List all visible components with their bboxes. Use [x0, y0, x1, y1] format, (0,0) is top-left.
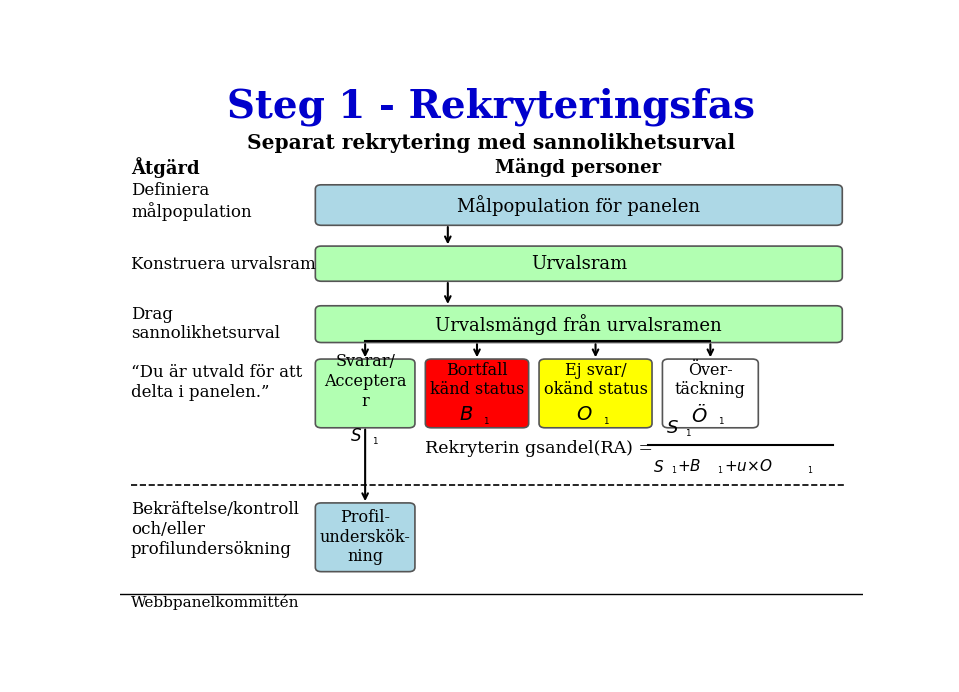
FancyBboxPatch shape: [316, 359, 415, 428]
Text: Över-
täckning: Över- täckning: [675, 362, 746, 399]
Text: Drag
sannolikhetsurval: Drag sannolikhetsurval: [131, 306, 280, 342]
Text: Bortfall
känd status: Bortfall känd status: [430, 362, 525, 399]
Text: Urvalsmängd från urvalsramen: Urvalsmängd från urvalsramen: [435, 313, 722, 335]
FancyBboxPatch shape: [316, 185, 842, 226]
Text: $S$: $S$: [350, 428, 363, 445]
Text: Definiera
målpopulation: Definiera målpopulation: [131, 182, 251, 221]
Text: $_1$: $_1$: [670, 464, 677, 477]
FancyBboxPatch shape: [539, 359, 652, 428]
Text: Svarar/
Acceptera
r: Svarar/ Acceptera r: [324, 354, 407, 410]
Text: Konstruera urvalsram: Konstruera urvalsram: [131, 256, 316, 273]
Text: Rekryterin gsandel(RA) =: Rekryterin gsandel(RA) =: [425, 439, 652, 457]
Text: $B$: $B$: [458, 406, 473, 424]
Text: $+ B$: $+ B$: [677, 457, 702, 473]
Text: $S$: $S$: [667, 419, 679, 437]
Text: $_1$: $_1$: [807, 464, 813, 477]
FancyBboxPatch shape: [316, 246, 842, 281]
Text: Separat rekrytering med sannolikhetsurval: Separat rekrytering med sannolikhetsurva…: [247, 133, 736, 153]
Text: $O$: $O$: [576, 406, 593, 424]
Text: $_1$: $_1$: [603, 414, 610, 426]
Text: Urvalsram: Urvalsram: [530, 255, 627, 273]
FancyBboxPatch shape: [426, 359, 528, 428]
FancyBboxPatch shape: [316, 306, 842, 343]
Text: “Du är utvald för att
delta i panelen.”: “Du är utvald för att delta i panelen.”: [131, 364, 302, 401]
Text: $S$: $S$: [653, 459, 664, 475]
Text: $_1$: $_1$: [686, 426, 692, 439]
Text: Mängd personer: Mängd personer: [496, 158, 662, 176]
Text: $_1$: $_1$: [716, 464, 723, 477]
Text: $+ u × O$: $+ u × O$: [724, 457, 773, 473]
Text: $_1$: $_1$: [718, 414, 725, 426]
Text: Profil-
underskök-
ning: Profil- underskök- ning: [319, 509, 410, 565]
FancyBboxPatch shape: [663, 359, 759, 428]
Text: Webbpanelkommittén: Webbpanelkommittén: [131, 595, 299, 610]
Text: Bekräftelse/kontroll
och/eller
profilundersökning: Bekräftelse/kontroll och/eller profilund…: [131, 502, 299, 558]
Text: $_1$: $_1$: [372, 434, 379, 446]
Text: Målpopulation för panelen: Målpopulation för panelen: [457, 194, 700, 215]
Text: $Ö$: $Ö$: [690, 403, 708, 426]
Text: $_1$: $_1$: [483, 414, 490, 426]
Text: Åtgärd: Åtgärd: [131, 157, 199, 178]
FancyBboxPatch shape: [316, 503, 415, 572]
Text: Steg 1 - Rekryteringsfas: Steg 1 - Rekryteringsfas: [227, 88, 756, 126]
Text: Ej svar/
okänd status: Ej svar/ okänd status: [544, 362, 647, 399]
